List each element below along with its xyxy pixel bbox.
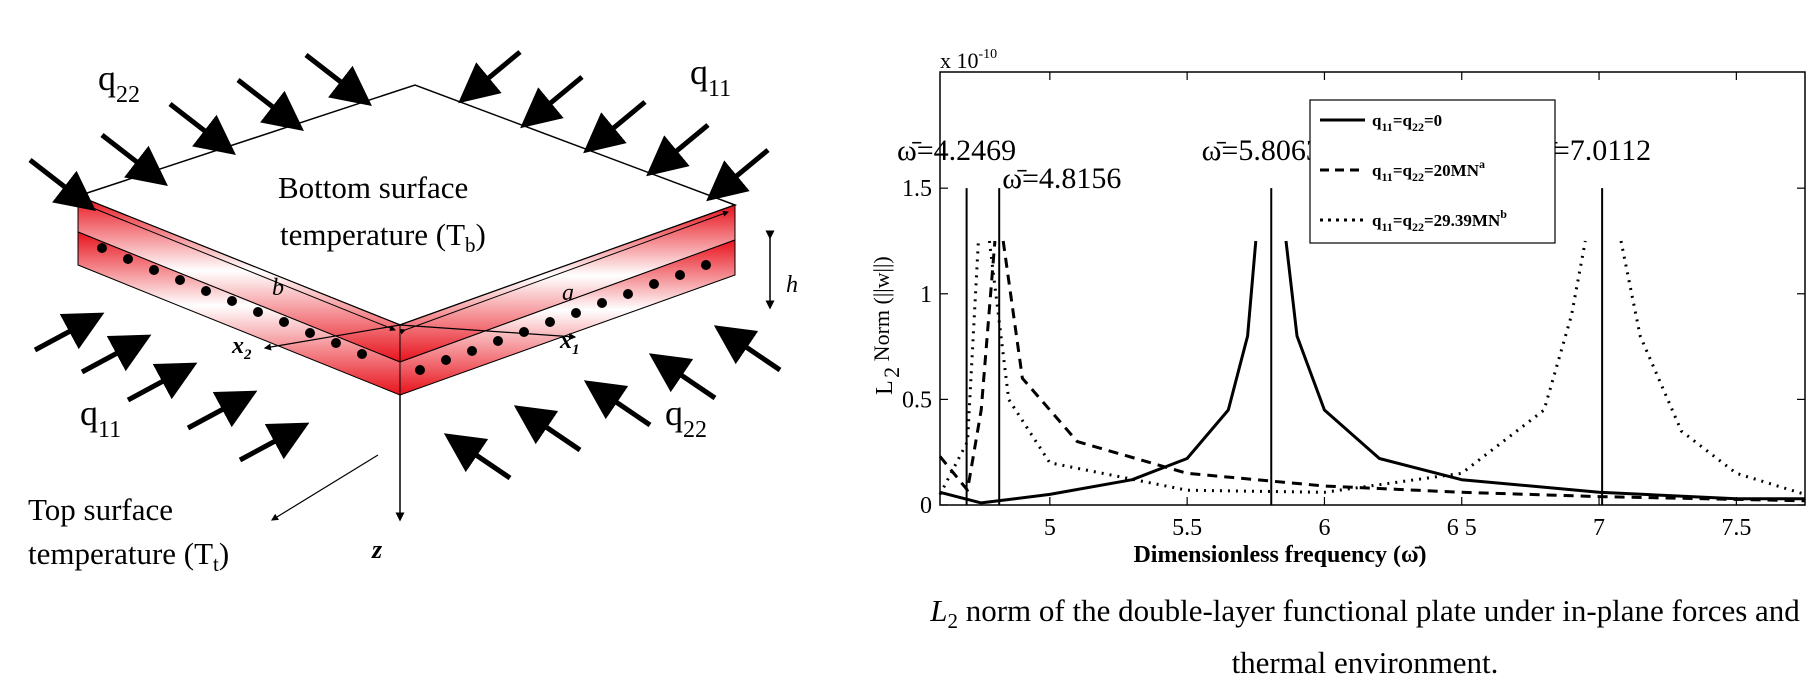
plate-diagram: b a h z x1 x2 q22 q11 [28,50,798,576]
resonance-label: ω̄=5.8063 [1202,134,1321,167]
figure-caption: L2 norm of the double-layer functional p… [930,590,1800,684]
axis-x2-line [263,324,401,351]
label-q11-bottom: q11 [80,393,121,443]
y-tick-label: 1 [920,282,932,308]
dim-a-label: a [562,280,574,306]
label-q11-top: q11 [690,52,731,102]
x-tick-label: 6 5 [1447,515,1477,541]
caption-symbol: L [930,593,948,628]
series-line-2 [938,240,997,492]
x-axis-label: Dimensionless frequency (ω̄) [1133,542,1426,568]
label-q22-bottom: q22 [665,393,707,443]
bottom-surface-line2: temperature (Tb) [280,217,486,257]
bottom-surface-line1: Bottom surface [278,170,468,205]
x-tick-label: 6 [1318,515,1330,541]
axis-x1-label: x1 [559,328,580,358]
force-arrows-q11-top [458,50,770,202]
dim-a-line [399,210,729,335]
plot-frame [939,71,1806,506]
y-tick-label: 1.5 [902,176,932,202]
x-tick-label: 5.5 [1172,515,1202,541]
top-surface-line2: temperature (Tt) [28,536,229,576]
caption-symbol-sub: 2 [947,609,958,634]
series-line-3 [938,240,980,496]
resonance-label: ω̄=4.2469 [897,134,1016,167]
force-arrows-q11-bottom [33,312,310,463]
resonance-label: ω̄=4.8156 [1002,162,1121,195]
axis-z-label: z [371,535,383,564]
series-line-3 [987,240,1587,494]
legend: q11=q22=0 q11=q22=20MNa q11=q22=29.39MNb [1309,99,1556,244]
x-tick-label: 7 [1593,515,1605,541]
x-tick-label: 7.5 [1721,515,1751,541]
y-tick-label: 0 [920,493,932,519]
top-surface-line1: Top surface [28,492,173,527]
axis-x2-label: x2 [231,333,252,363]
force-arrows-q22-bottom [443,325,782,481]
axis-diag-line [270,454,379,521]
x-tick-label: 5 [1044,515,1056,541]
series-line-3 [1619,240,1806,496]
dim-h-label: h [786,272,798,298]
axis-x1-line [399,324,577,341]
label-q22-top: q22 [98,58,140,108]
series-line-2 [1001,240,1806,503]
dim-b-line [82,201,396,331]
caption-text: norm of the double-layer functional plat… [965,593,1800,681]
legend-entry-3: q11=q22=29.39MNb [1372,207,1507,234]
force-arrows-q22-top [28,53,372,212]
y-tick-label: 0.5 [902,387,932,413]
series-line-1 [939,240,1258,505]
y-axis-multiplier: x 10-10 [940,47,997,73]
y-axis-label: L 2 Norm (||w||) [863,256,904,395]
dim-b-label: b [272,275,284,301]
series-line-1 [1284,240,1805,501]
